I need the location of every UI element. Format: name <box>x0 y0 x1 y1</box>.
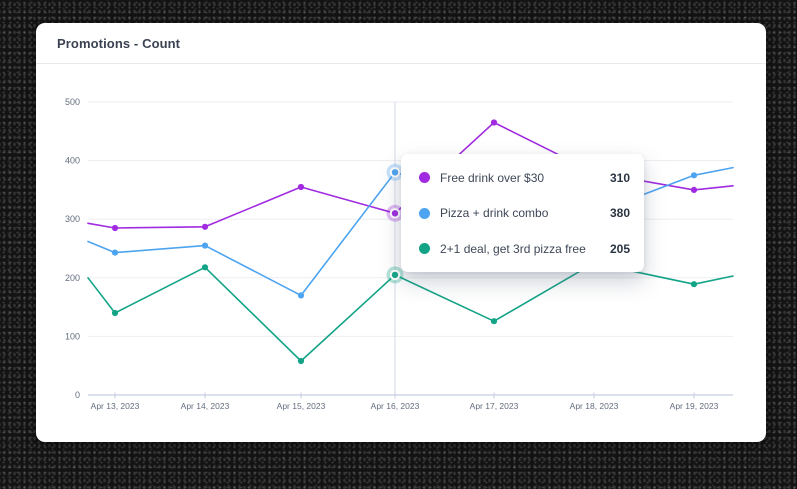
data-point <box>690 281 698 288</box>
tooltip-row: Free drink over $30 310 <box>419 169 630 186</box>
data-point <box>201 264 209 271</box>
series-color-dot <box>419 172 430 183</box>
data-point <box>201 223 209 230</box>
x-axis-label: Apr 17, 2023 <box>470 401 519 411</box>
data-point <box>111 249 119 256</box>
tooltip-series-value: 205 <box>609 241 630 256</box>
data-point <box>690 172 698 179</box>
x-axis-label: Apr 14, 2023 <box>181 401 230 411</box>
y-axis-label: 400 <box>65 156 80 166</box>
data-point <box>490 318 498 325</box>
data-point <box>111 224 119 232</box>
tooltip-row: Pizza + drink combo 380 <box>419 205 630 222</box>
x-axis-label: Apr 16, 2023 <box>371 401 420 411</box>
x-axis-label: Apr 13, 2023 <box>91 401 140 411</box>
data-point <box>297 183 305 191</box>
x-axis-label: Apr 15, 2023 <box>277 401 326 411</box>
data-point <box>297 357 305 365</box>
series-color-dot <box>419 243 430 254</box>
card-header: Promotions - Count <box>36 23 766 64</box>
x-axis-label: Apr 19, 2023 <box>670 401 719 411</box>
tooltip-series-label: Free drink over $30 <box>440 170 545 185</box>
y-axis-label: 300 <box>65 214 80 224</box>
data-point <box>690 186 698 193</box>
tooltip-series-value: 380 <box>609 206 630 220</box>
y-axis-label: 100 <box>65 331 80 341</box>
tooltip-row: 2+1 deal, get 3rd pizza free 205 <box>419 240 630 257</box>
data-point <box>111 309 119 317</box>
data-point <box>490 119 498 126</box>
y-axis-label: 500 <box>65 97 80 107</box>
page-title: Promotions - Count <box>57 35 181 51</box>
series-color-dot <box>419 207 430 219</box>
chart-tooltip: Free drink over $30 310 Pizza + drink co… <box>401 154 644 272</box>
tooltip-series-label: 2+1 deal, get 3rd pizza free <box>440 241 586 256</box>
x-axis-label: Apr 18, 2023 <box>570 401 619 411</box>
tooltip-series-label: Pizza + drink combo <box>440 206 549 220</box>
tooltip-series-value: 310 <box>609 170 630 185</box>
y-axis-label: 0 <box>75 390 80 400</box>
data-point <box>201 242 209 249</box>
hover-point <box>391 210 399 217</box>
data-point <box>297 292 305 299</box>
hover-point <box>391 271 399 279</box>
y-axis-label: 200 <box>65 273 80 283</box>
hover-point <box>391 169 399 176</box>
